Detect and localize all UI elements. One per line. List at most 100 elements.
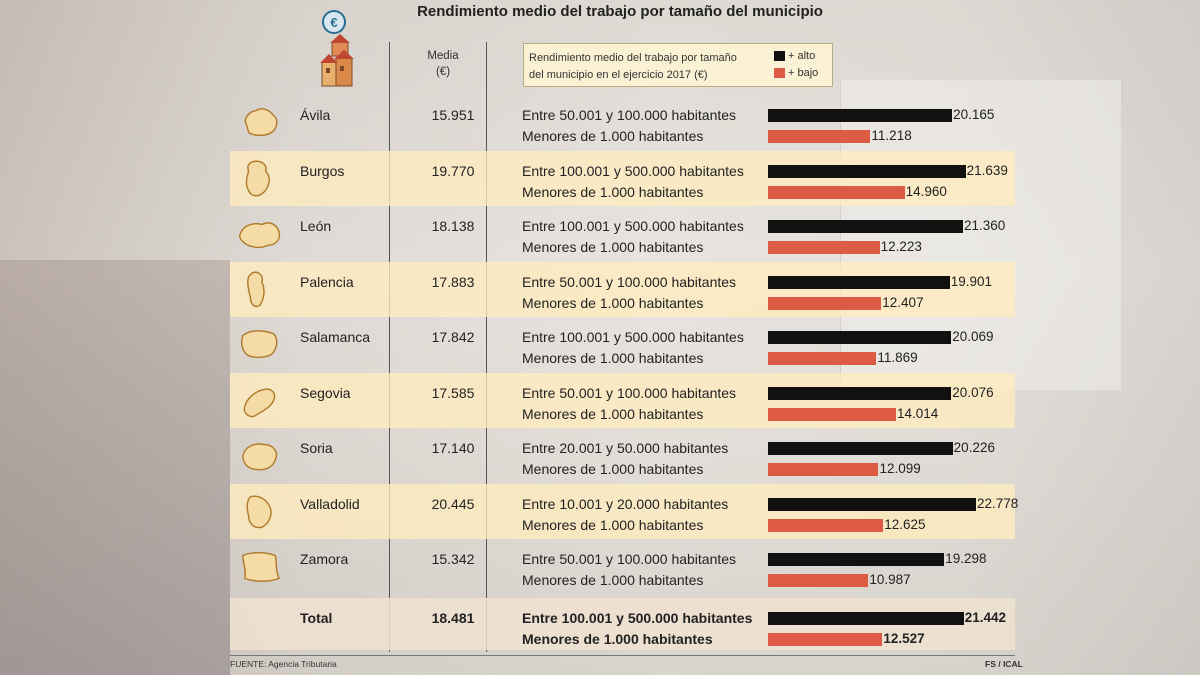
category-low-label: Menores de 1.000 habitantes bbox=[522, 128, 704, 144]
value-low-label: 14.014 bbox=[896, 405, 939, 421]
bar-high bbox=[768, 497, 976, 511]
province-map-icon bbox=[242, 443, 278, 471]
media-value: 18.481 bbox=[431, 609, 475, 626]
value-high-label: 20.069 bbox=[952, 329, 994, 344]
bar-low bbox=[768, 241, 880, 254]
province-map-icon bbox=[246, 495, 272, 528]
legend-label-low: + bajo bbox=[788, 67, 819, 79]
legend-description: Rendimiento medio del trabajo por tamaño… bbox=[529, 50, 769, 84]
table-row: León 18.138 Entre 100.001 y 500.000 habita… bbox=[230, 206, 1015, 261]
province-map-icon bbox=[245, 160, 270, 196]
bar-high bbox=[768, 109, 953, 122]
legend-swatch-low bbox=[774, 68, 785, 78]
bar-high bbox=[768, 442, 953, 455]
media-value: 17.842 bbox=[431, 329, 475, 345]
bar-low bbox=[768, 632, 883, 646]
bar-high bbox=[768, 220, 964, 233]
legend-description-line1: Rendimiento medio del trabajo por tamaño bbox=[529, 52, 737, 64]
province-name: Segovia bbox=[300, 384, 351, 401]
category-low-label: Menores de 1.000 habitantes bbox=[522, 516, 704, 533]
value-high-label: 20.165 bbox=[953, 107, 995, 122]
value-high-label: 22.778 bbox=[976, 495, 1019, 511]
province-map-icon bbox=[247, 271, 265, 307]
bar-low bbox=[768, 296, 882, 310]
value-low-label: 12.407 bbox=[882, 294, 924, 310]
value-high-label: 21.442 bbox=[964, 609, 1007, 625]
svg-text:€: € bbox=[330, 15, 337, 30]
column-divider-2 bbox=[486, 42, 487, 652]
bar-low bbox=[768, 352, 877, 365]
media-value: 18.138 bbox=[431, 218, 475, 234]
province-name: Burgos bbox=[300, 162, 345, 179]
media-value: 17.585 bbox=[431, 384, 475, 401]
province-name: Ávila bbox=[300, 107, 331, 123]
media-header-label: Media bbox=[427, 50, 459, 62]
value-high-label: 19.298 bbox=[945, 551, 987, 566]
media-header-unit: (€) bbox=[435, 66, 451, 78]
province-map-icon bbox=[238, 222, 281, 249]
category-low-label: Menores de 1.000 habitantes bbox=[522, 350, 704, 366]
total-row: Total 18.481 Entre 100.001 y 500.000 habit… bbox=[230, 597, 1015, 650]
category-high-label: Entre 50.001 y 100.000 habitantes bbox=[522, 551, 737, 567]
value-high-label: 21.360 bbox=[964, 218, 1006, 233]
media-value: 19.770 bbox=[431, 162, 475, 179]
media-value: 17.140 bbox=[431, 440, 475, 456]
province-name: Soria bbox=[300, 440, 333, 456]
bar-low bbox=[768, 130, 871, 143]
category-low-label: Menores de 1.000 habitantes bbox=[522, 239, 704, 255]
category-high-label: Entre 100.001 y 500.000 habitantes bbox=[522, 609, 753, 626]
province-name: Salamanca bbox=[300, 329, 371, 345]
footer-rule bbox=[230, 655, 1015, 656]
table-row: Palencia 17.883 Entre 50.001 y 100.000 hab… bbox=[230, 261, 1015, 317]
province-map-icon bbox=[241, 330, 278, 359]
value-low-label: 12.527 bbox=[883, 630, 925, 646]
category-high-label: Entre 50.001 y 100.000 habitantes bbox=[522, 384, 737, 401]
category-high-label: Entre 100.001 y 500.000 habitantes bbox=[522, 329, 744, 345]
category-low-label: Menores de 1.000 habitantes bbox=[522, 294, 704, 311]
value-low-label: 11.869 bbox=[877, 350, 918, 365]
value-low-label: 12.223 bbox=[880, 239, 922, 254]
value-low-label: 12.099 bbox=[879, 461, 921, 476]
bar-low bbox=[768, 185, 905, 199]
category-high-label: Entre 10.001 y 20.000 habitantes bbox=[522, 495, 729, 512]
category-low-label: Menores de 1.000 habitantes bbox=[522, 572, 704, 588]
table-row: Zamora 15.342 Entre 50.001 y 100.000 habit… bbox=[230, 539, 1015, 594]
category-high-label: Entre 20.001 y 50.000 habitantes bbox=[522, 440, 729, 456]
category-high-label: Entre 100.001 y 500.000 habitantes bbox=[522, 218, 744, 234]
bar-low bbox=[768, 463, 879, 476]
column-divider-1 bbox=[389, 42, 390, 652]
province-map-icon bbox=[242, 551, 281, 582]
category-low-label: Menores de 1.000 habitantes bbox=[522, 461, 704, 477]
table-row: Salamanca 17.842 Entre 100.001 y 500.000 h… bbox=[230, 317, 1015, 372]
province-name: Valladolid bbox=[300, 495, 360, 512]
table-row: Valladolid 20.445 Entre 10.001 y 20.000 ha… bbox=[230, 483, 1019, 539]
value-high-label: 20.076 bbox=[952, 384, 994, 400]
category-high-label: Entre 50.001 y 100.000 habitantes bbox=[522, 273, 737, 290]
table-row: Segovia 17.585 Entre 50.001 y 100.000 habi… bbox=[230, 372, 1015, 428]
category-low-label: Menores de 1.000 habitantes bbox=[522, 183, 704, 200]
bar-high bbox=[768, 164, 966, 178]
value-low-label: 11.218 bbox=[871, 128, 912, 143]
value-high-label: 21.639 bbox=[966, 162, 1008, 178]
table-row: Ávila 15.951 Entre 50.001 y 100.000 habita… bbox=[230, 95, 1015, 150]
category-low-label: Menores de 1.000 habitantes bbox=[522, 630, 713, 647]
bar-low bbox=[768, 407, 896, 421]
province-name: Palencia bbox=[300, 273, 354, 290]
media-value: 20.445 bbox=[431, 495, 475, 512]
bar-high bbox=[768, 386, 952, 400]
value-low-label: 10.987 bbox=[869, 572, 911, 587]
province-map-icon bbox=[243, 387, 276, 417]
legend-item-low: + bajo bbox=[774, 67, 818, 79]
bar-high bbox=[768, 331, 952, 344]
bar-high bbox=[768, 553, 945, 566]
source-note: FUENTE: Agencia Tributaria bbox=[230, 659, 337, 669]
media-header: Media (€) bbox=[408, 48, 478, 80]
value-low-label: 12.625 bbox=[884, 516, 926, 532]
bar-low bbox=[768, 518, 884, 532]
legend-swatch-high bbox=[774, 51, 785, 61]
value-high-label: 20.226 bbox=[953, 440, 995, 455]
legend-description-line2: del municipio en el ejercicio 2017 (€) bbox=[529, 69, 708, 81]
table-row: Burgos 19.770 Entre 100.001 y 500.000 habi… bbox=[230, 150, 1015, 206]
